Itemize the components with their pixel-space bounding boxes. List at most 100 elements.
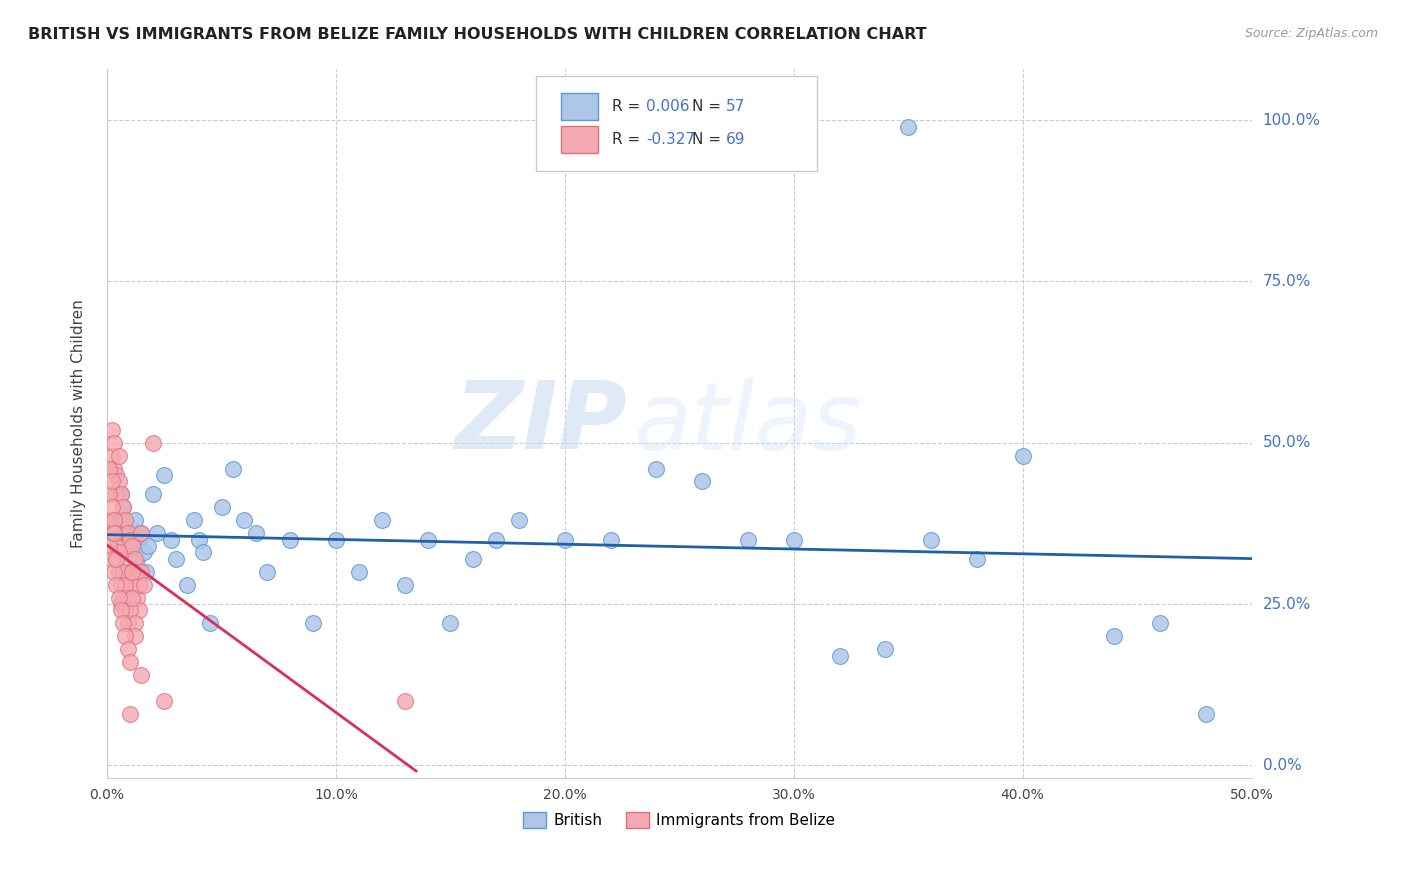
Point	[828, 648, 851, 663]
Point	[966, 552, 988, 566]
Point	[110, 487, 132, 501]
Point	[107, 565, 129, 579]
Point	[117, 552, 139, 566]
Point	[554, 533, 576, 547]
Point	[98, 461, 121, 475]
Point	[100, 423, 122, 437]
Point	[136, 539, 159, 553]
Point	[371, 513, 394, 527]
Point	[100, 526, 122, 541]
Point	[110, 577, 132, 591]
Point	[153, 467, 176, 482]
Point	[131, 565, 153, 579]
Point	[165, 552, 187, 566]
Point	[98, 487, 121, 501]
Point	[783, 533, 806, 547]
Point	[256, 565, 278, 579]
Point	[125, 591, 148, 605]
Point	[118, 603, 141, 617]
Text: 25.0%: 25.0%	[1263, 597, 1310, 612]
Point	[121, 565, 143, 579]
Point	[124, 629, 146, 643]
Point	[128, 533, 150, 547]
FancyBboxPatch shape	[561, 126, 598, 153]
Point	[117, 616, 139, 631]
Point	[118, 519, 141, 533]
Text: -0.327: -0.327	[647, 132, 695, 147]
Point	[132, 577, 155, 591]
Point	[897, 120, 920, 134]
Point	[103, 565, 125, 579]
Point	[160, 533, 183, 547]
Point	[103, 461, 125, 475]
Point	[110, 513, 132, 527]
Point	[98, 539, 121, 553]
Point	[114, 629, 136, 643]
Point	[131, 526, 153, 541]
Text: N =: N =	[692, 99, 725, 114]
Point	[132, 545, 155, 559]
Point	[107, 449, 129, 463]
Point	[114, 533, 136, 547]
Point	[121, 565, 143, 579]
Point	[128, 603, 150, 617]
Point	[146, 526, 169, 541]
FancyBboxPatch shape	[561, 94, 598, 120]
Point	[118, 655, 141, 669]
Point	[1195, 706, 1218, 721]
Text: N =: N =	[692, 132, 725, 147]
Point	[176, 577, 198, 591]
Point	[105, 487, 128, 501]
Point	[193, 545, 215, 559]
Point	[125, 552, 148, 566]
Point	[463, 552, 485, 566]
Point	[107, 475, 129, 489]
Point	[112, 591, 135, 605]
Point	[107, 591, 129, 605]
Point	[110, 487, 132, 501]
Text: 69: 69	[727, 132, 745, 147]
Point	[105, 577, 128, 591]
Point	[112, 565, 135, 579]
Point	[103, 526, 125, 541]
Point	[124, 616, 146, 631]
Point	[222, 461, 245, 475]
Text: R =: R =	[612, 99, 645, 114]
Point	[121, 591, 143, 605]
Point	[105, 539, 128, 553]
FancyBboxPatch shape	[536, 76, 817, 171]
Text: 50.0%: 50.0%	[1263, 435, 1310, 450]
Point	[599, 533, 621, 547]
Point	[439, 616, 461, 631]
Point	[114, 513, 136, 527]
Point	[233, 513, 256, 527]
Point	[105, 467, 128, 482]
Point	[125, 565, 148, 579]
Legend: British, Immigrants from Belize: British, Immigrants from Belize	[517, 806, 841, 834]
Point	[112, 526, 135, 541]
Point	[117, 545, 139, 559]
Point	[183, 513, 205, 527]
Point	[112, 616, 135, 631]
Point	[105, 539, 128, 553]
Point	[1011, 449, 1033, 463]
Point	[875, 642, 897, 657]
Point	[135, 565, 157, 579]
Point	[198, 616, 221, 631]
Y-axis label: Family Households with Children: Family Households with Children	[72, 299, 86, 548]
Point	[114, 539, 136, 553]
Point	[737, 533, 759, 547]
Point	[112, 500, 135, 515]
Point	[100, 449, 122, 463]
Point	[100, 475, 122, 489]
Point	[245, 526, 267, 541]
Point	[325, 533, 347, 547]
Point	[1102, 629, 1125, 643]
Point	[107, 545, 129, 559]
Text: 0.006: 0.006	[647, 99, 689, 114]
Point	[416, 533, 439, 547]
Point	[347, 565, 370, 579]
Point	[211, 500, 233, 515]
Point	[131, 668, 153, 682]
Point	[100, 500, 122, 515]
